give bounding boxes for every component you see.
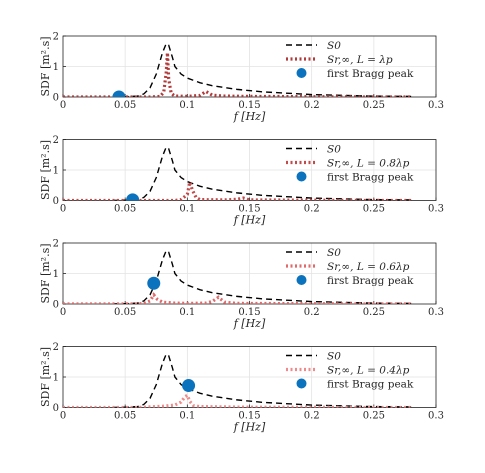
x-axis-label: f [Hz] bbox=[233, 317, 266, 330]
x-tick-label: 0.05 bbox=[114, 411, 136, 422]
y-axis-label: SDF [m².s] bbox=[39, 140, 52, 200]
legend: S0 Sr,∞, L = 0.4λp first Bragg peak bbox=[286, 351, 414, 391]
x-tick-label: 0.15 bbox=[238, 100, 260, 111]
legend-label: S0 bbox=[327, 351, 341, 363]
legend-label: Sr,∞, L = λp bbox=[327, 54, 393, 66]
bragg-peak-marker bbox=[112, 90, 126, 97]
x-tick-label: 0.25 bbox=[363, 204, 385, 215]
y-tick-label: 2 bbox=[53, 135, 59, 146]
x-tick-label: 0.3 bbox=[428, 100, 444, 111]
y-tick-label: 0 bbox=[53, 196, 59, 207]
x-axis-label: f [Hz] bbox=[233, 421, 266, 434]
bragg-peak-marker bbox=[182, 379, 196, 393]
y-axis-label: SDF [m².s] bbox=[39, 36, 52, 96]
legend-label: Sr,∞, L = 0.4λp bbox=[327, 365, 410, 377]
y-tick-label: 0 bbox=[53, 403, 59, 414]
bragg-peak-marker bbox=[147, 276, 161, 290]
legend-label: S0 bbox=[327, 144, 341, 156]
subplot-4: 0 0.05 0.1 0.15 0.2 0.25 0.3 0 1 2 f [Hz] SDF [m².s… bbox=[39, 342, 444, 434]
x-tick-label: 0.2 bbox=[304, 411, 320, 422]
y-tick-label: 1 bbox=[53, 166, 59, 177]
y-tick-label: 2 bbox=[53, 32, 59, 43]
Sr-series-line bbox=[63, 292, 412, 304]
y-tick-label: 2 bbox=[53, 239, 59, 250]
legend-label: Sr,∞, L = 0.6λp bbox=[327, 261, 410, 273]
S0-series-line bbox=[112, 249, 412, 304]
legend-label: S0 bbox=[327, 40, 341, 52]
x-tick-label: 0 bbox=[60, 204, 66, 215]
legend: S0 Sr,∞, L = 0.6λp first Bragg peak bbox=[286, 247, 414, 287]
y-axis-label: SDF [m².s] bbox=[39, 243, 52, 303]
x-tick-label: 0.3 bbox=[428, 307, 444, 318]
bragg-peak-marker bbox=[126, 193, 140, 201]
x-tick-label: 0 bbox=[60, 100, 66, 111]
S0-series-line bbox=[112, 42, 412, 97]
x-tick-label: 0.05 bbox=[114, 307, 136, 318]
S0-series-line bbox=[112, 353, 412, 408]
legend-label: first Bragg peak bbox=[327, 379, 414, 391]
x-tick-label: 0.15 bbox=[238, 411, 260, 422]
y-tick-label: 1 bbox=[53, 62, 59, 73]
x-tick-label: 0.15 bbox=[238, 204, 260, 215]
y-tick-label: 0 bbox=[53, 300, 59, 311]
x-tick-label: 0.25 bbox=[363, 100, 385, 111]
subplot-2: 0 0.05 0.1 0.15 0.2 0.25 0.3 0 1 2 f [Hz] SDF [m².s… bbox=[39, 135, 444, 227]
legend-swatch-bragg bbox=[296, 68, 307, 78]
plot-area bbox=[63, 353, 412, 408]
x-tick-label: 0.2 bbox=[304, 204, 320, 215]
legend-label: Sr,∞, L = 0.8λp bbox=[327, 158, 410, 170]
x-tick-label: 0.25 bbox=[363, 411, 385, 422]
x-tick-label: 0.05 bbox=[114, 100, 136, 111]
plot-area bbox=[63, 146, 412, 201]
x-tick-label: 0.1 bbox=[179, 204, 195, 215]
x-tick-label: 0.3 bbox=[428, 411, 444, 422]
legend-swatch-bragg bbox=[296, 378, 307, 389]
Sr-series-line bbox=[63, 175, 412, 201]
y-tick-label: 0 bbox=[53, 93, 59, 104]
legend-swatch-bragg bbox=[296, 275, 307, 285]
x-tick-label: 0.2 bbox=[304, 307, 320, 318]
x-axis-label: f [Hz] bbox=[233, 214, 266, 227]
legend-label: first Bragg peak bbox=[327, 68, 414, 80]
y-tick-label: 2 bbox=[53, 342, 59, 353]
subplot-1: 0 0.05 0.1 0.15 0.2 0.25 0.3 0 1 2 f [Hz] SDF [m².s… bbox=[39, 32, 444, 124]
x-tick-label: 0.15 bbox=[238, 307, 260, 318]
plot-area bbox=[63, 249, 412, 304]
x-tick-label: 0 bbox=[60, 307, 66, 318]
legend: S0 Sr,∞, L = 0.8λp first Bragg peak bbox=[286, 144, 414, 184]
Sr-series-line bbox=[63, 392, 412, 408]
y-tick-label: 1 bbox=[53, 373, 59, 384]
y-axis-label: SDF [m².s] bbox=[39, 347, 52, 407]
subplot-3: 0 0.05 0.1 0.15 0.2 0.25 0.3 0 1 2 f [Hz] SDF [m².s… bbox=[39, 239, 444, 331]
legend-label: first Bragg peak bbox=[327, 172, 414, 184]
x-tick-label: 0.1 bbox=[179, 411, 195, 422]
x-tick-label: 0.2 bbox=[304, 100, 320, 111]
S0-series-line bbox=[112, 146, 412, 201]
legend-label: first Bragg peak bbox=[327, 275, 414, 287]
legend: S0 Sr,∞, L = λp first Bragg peak bbox=[286, 40, 414, 80]
x-tick-label: 0 bbox=[60, 411, 66, 422]
x-tick-label: 0.1 bbox=[179, 100, 195, 111]
x-tick-label: 0.1 bbox=[179, 307, 195, 318]
x-tick-label: 0.25 bbox=[363, 307, 385, 318]
x-tick-label: 0.3 bbox=[428, 204, 444, 215]
plot-area bbox=[63, 42, 412, 97]
x-axis-label: f [Hz] bbox=[233, 110, 266, 123]
y-tick-label: 1 bbox=[53, 269, 59, 280]
Sr-series-line bbox=[63, 52, 412, 97]
legend-label: S0 bbox=[327, 247, 341, 259]
legend-swatch-bragg bbox=[296, 171, 307, 182]
x-tick-label: 0.05 bbox=[114, 204, 136, 215]
